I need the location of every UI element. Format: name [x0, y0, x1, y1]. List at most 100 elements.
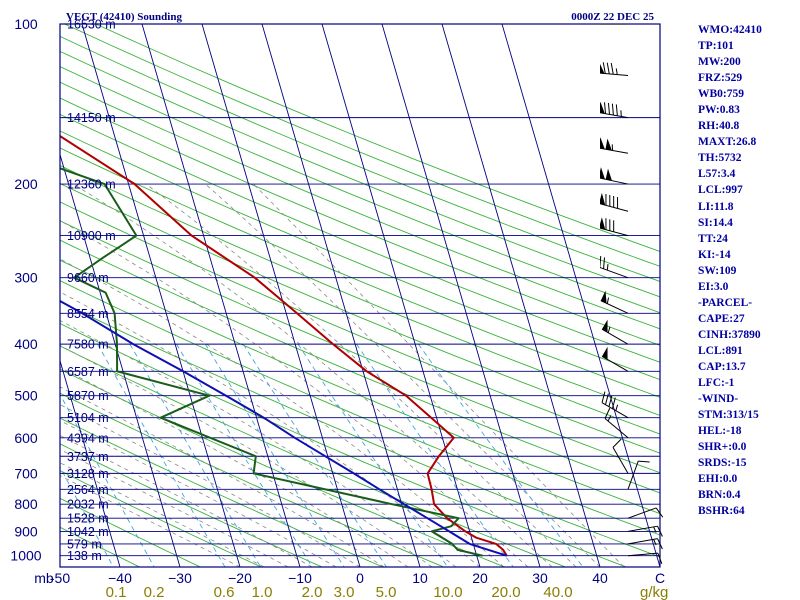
temperature-tick-label: 0 — [356, 570, 364, 586]
temperature-tick-label: −20 — [228, 570, 252, 586]
dry-adiabat — [60, 147, 660, 398]
mixing-ratio-label: 5.0 — [376, 584, 397, 600]
height-label: 4394 m — [67, 431, 109, 445]
height-label: 2564 m — [67, 483, 109, 497]
mixing-ratio-line — [60, 466, 114, 567]
pressure-tick-label: 200 — [14, 176, 38, 192]
mixing-ratio-line — [176, 343, 313, 567]
index-line: HEL:-18 — [698, 425, 742, 438]
parcel-profile — [60, 299, 508, 557]
wind-barb — [600, 167, 629, 185]
index-line: SRDS:-15 — [698, 457, 747, 470]
temperature-tick-label: 40 — [592, 570, 608, 586]
moist-adiabat — [253, 183, 625, 567]
chart-title-right: 0000Z 22 DEC 25 — [571, 11, 654, 23]
index-line: WMO:42410 — [698, 24, 762, 36]
dry-adiabat — [60, 183, 660, 435]
wind-barb — [601, 346, 629, 372]
height-label: 1528 m — [67, 512, 109, 526]
isotherm — [141, 24, 301, 567]
wind-barb — [600, 192, 629, 212]
temperature-tick-label: 20 — [472, 570, 488, 586]
wind-barb — [601, 391, 629, 419]
pressure-tick-label: 800 — [14, 496, 38, 512]
mixing-ratio-label: 0.1 — [106, 584, 127, 600]
mixing-ratio-label: 1.0 — [252, 584, 273, 600]
index-line: STM:313/15 — [698, 409, 759, 422]
mixing-ratio-label: 40.0 — [543, 584, 572, 600]
index-line: FRZ:529 — [698, 72, 743, 85]
index-line: CAP:13.7 — [698, 360, 746, 373]
height-label: 579 m — [67, 537, 102, 551]
temperature-tick-label: −30 — [168, 570, 192, 586]
dry-adiabat — [60, 526, 140, 567]
index-line: -PARCEL- — [698, 296, 753, 309]
index-line: BRN:0.4 — [698, 489, 741, 502]
wind-barb — [627, 460, 650, 490]
dry-adiabat — [60, 35, 660, 282]
isotherm — [81, 24, 241, 567]
isotherm — [441, 24, 601, 567]
mixing-ratio-line — [60, 393, 155, 567]
temperature-tick-label: −40 — [108, 570, 132, 586]
dry-adiabat — [95, 24, 660, 252]
dry-adiabat — [60, 97, 660, 346]
index-line: KI:-14 — [698, 248, 731, 261]
index-line: SI:14.4 — [698, 216, 733, 229]
index-line: MAXT:26.8 — [698, 136, 757, 149]
isotherm — [261, 24, 421, 567]
isotherm — [60, 565, 61, 567]
moist-adiabat — [60, 366, 409, 567]
index-line: LCL:891 — [698, 344, 743, 357]
index-line: LI:11.8 — [698, 200, 734, 213]
mixing-ratio-label: 10.0 — [433, 584, 462, 600]
dry-adiabat — [60, 497, 201, 567]
pressure-tick-label: 600 — [14, 430, 38, 446]
wind-barb — [600, 217, 629, 237]
wind-barb — [627, 525, 663, 537]
moist-adiabat — [60, 404, 361, 567]
mixing-ratio-line — [204, 343, 345, 567]
wind-barb — [612, 438, 629, 474]
dry-adiabat — [60, 165, 660, 416]
wind-barb — [600, 290, 629, 314]
dry-adiabat — [60, 368, 505, 567]
index-line: EI:3.0 — [698, 280, 729, 293]
dry-adiabat — [60, 66, 660, 314]
mixing-ratio-label: 0.6 — [214, 584, 235, 600]
pressure-unit-label: mb — [34, 570, 54, 586]
wind-barb — [601, 319, 629, 345]
temperature-unit-label: C — [655, 570, 665, 586]
moist-adiabat — [60, 320, 457, 567]
isotherm — [60, 359, 121, 567]
dry-adiabat — [60, 201, 660, 454]
height-label: 6587 m — [67, 365, 109, 379]
height-label: 3737 m — [67, 450, 109, 464]
temperature-tick-label: −10 — [288, 570, 312, 586]
pressure-tick-label: 500 — [14, 388, 38, 404]
height-label: 10900 m — [67, 229, 116, 243]
height-label: 12360 m — [67, 178, 116, 192]
temperature-tick-label: 30 — [532, 570, 548, 586]
height-label: 9660 m — [67, 271, 109, 285]
height-label: 2032 m — [67, 498, 109, 512]
moist-adiabat — [73, 183, 553, 567]
mixing-ratio-line — [297, 343, 448, 567]
chart-title-left: VEGT (42410) Sounding — [66, 11, 182, 23]
mixing-ratio-label: 0.2 — [144, 584, 165, 600]
isotherm — [501, 24, 660, 567]
dry-adiabat — [64, 24, 660, 267]
index-line: EHI:0.0 — [698, 473, 738, 486]
mixing-ratio-label: 2.0 — [302, 584, 323, 600]
temperature-tick-label: 10 — [412, 570, 428, 586]
wind-barbs — [600, 24, 664, 564]
temperature-tick-label: -50 — [50, 570, 70, 586]
moist-adiabat — [60, 258, 505, 567]
height-label: 14150 m — [67, 111, 116, 125]
pressure-tick-label: 300 — [14, 270, 38, 286]
moist-adiabat — [60, 386, 385, 567]
dry-adiabat — [60, 50, 660, 298]
mixing-ratio-line — [418, 343, 584, 567]
wind-barb — [600, 137, 629, 154]
